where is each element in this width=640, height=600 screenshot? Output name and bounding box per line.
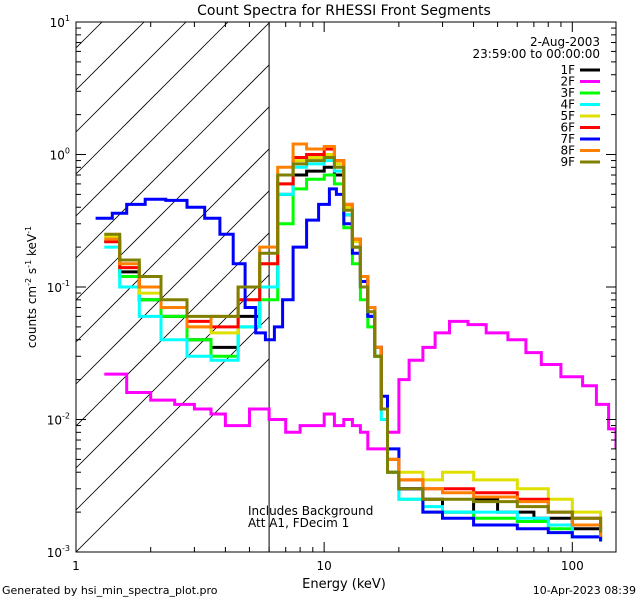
y-axis-label: counts cm-2 s-1 keV-1 xyxy=(24,226,39,348)
hatch-line xyxy=(76,22,270,217)
footer-generator: Generated by hsi_min_spectra_plot.pro xyxy=(2,584,218,597)
legend-label: 4F xyxy=(560,98,575,112)
date-label: 2-Aug-2003 xyxy=(530,35,600,49)
series-line-2f xyxy=(104,319,616,451)
hatch-line xyxy=(76,22,187,133)
legend-label: 2F xyxy=(560,75,575,89)
chart-title: Count Spectra for RHESSI Front Segments xyxy=(197,3,491,19)
annotation-background: Includes Background xyxy=(248,504,373,518)
y-tick-label: 101 xyxy=(50,14,70,30)
time-range-label: 23:59:00 to 00:00:00 xyxy=(473,47,600,61)
hatch-line xyxy=(76,22,229,175)
legend-label: 7F xyxy=(560,132,575,146)
series-layer xyxy=(95,142,616,542)
y-tick-label: 100 xyxy=(50,147,70,163)
hatch-line xyxy=(76,358,270,552)
axis-ticks xyxy=(75,22,616,553)
hatch-line xyxy=(76,64,270,259)
legend-label: 3F xyxy=(560,86,575,100)
legend-label: 1F xyxy=(560,63,575,77)
legend-label: 5F xyxy=(560,109,575,123)
series-line-9f xyxy=(104,156,603,533)
y-tick-label: 10-2 xyxy=(47,412,70,428)
x-tick-label: 10 xyxy=(317,559,332,573)
hatch-line xyxy=(76,106,270,301)
x-axis-label: Energy (keV) xyxy=(302,577,386,592)
hatch-line xyxy=(76,148,270,343)
series-line-8f xyxy=(104,142,603,537)
footer-timestamp: 10-Apr-2023 08:39 xyxy=(533,584,636,597)
legend-label: 9F xyxy=(560,155,575,169)
annotation-attenuator: Att A1, FDecim 1 xyxy=(248,516,349,530)
y-tick-label: 10-3 xyxy=(47,544,70,560)
tick-labels: 1 10 100 10-3 10-2 10-1 100 101 xyxy=(47,14,584,573)
hatch-line xyxy=(76,232,270,427)
series-line-7f xyxy=(95,187,603,542)
series-line-4f xyxy=(104,159,603,542)
hatch-line xyxy=(76,274,270,469)
x-tick-label: 1 xyxy=(72,559,80,573)
legend-label: 8F xyxy=(560,144,575,158)
hatch-line xyxy=(76,316,270,511)
legend-label: 6F xyxy=(560,121,575,135)
y-tick-label: 10-1 xyxy=(47,279,70,295)
x-tick-label: 100 xyxy=(561,559,584,573)
